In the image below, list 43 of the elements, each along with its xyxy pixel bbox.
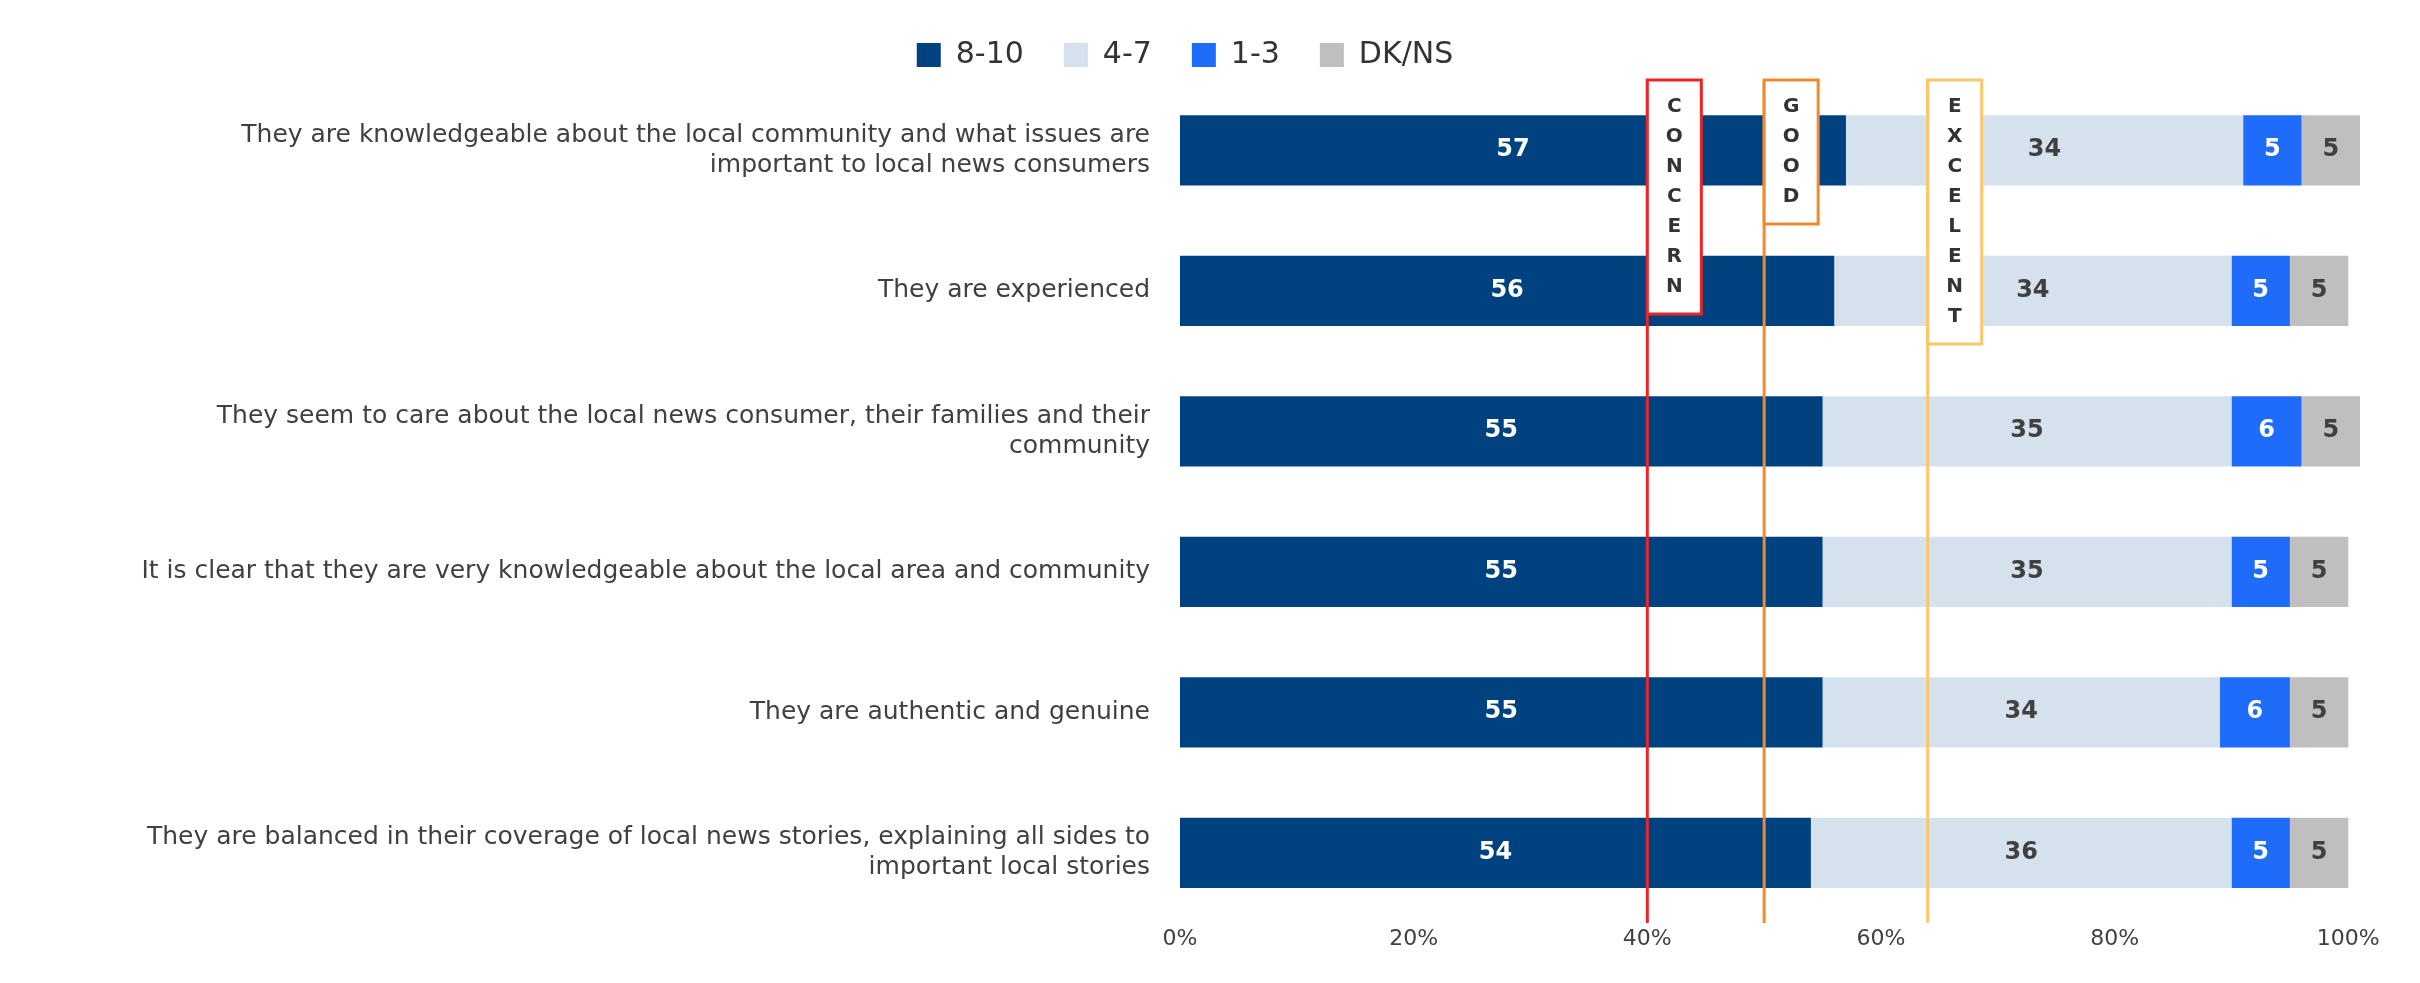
data-label: 35 bbox=[2010, 415, 2044, 444]
data-label: 5 bbox=[2322, 415, 2340, 444]
data-label: 55 bbox=[1484, 696, 1518, 725]
x-tick-label: 100% bbox=[2316, 924, 2380, 950]
data-label: 34 bbox=[2004, 696, 2038, 725]
data-label: 55 bbox=[1484, 415, 1518, 444]
ref-line-label: CONCERN bbox=[1665, 93, 1683, 298]
legend-label: 1-3 bbox=[1230, 34, 1280, 70]
data-label: 5 bbox=[2322, 134, 2340, 163]
y-tick-label: They are authentic and genuine bbox=[748, 695, 1150, 725]
data-label: 35 bbox=[2010, 555, 2044, 584]
ref-line-label: GOOD bbox=[1782, 93, 1800, 208]
x-tick-label: 60% bbox=[1856, 924, 1906, 950]
x-tick-label: 0% bbox=[1162, 924, 1198, 950]
data-label: 6 bbox=[2258, 415, 2275, 444]
y-tick-label: They are balanced in their coverage of local news stories, explaining all sides to important local stories bbox=[145, 821, 1150, 881]
x-tick-label: 80% bbox=[2090, 924, 2140, 950]
data-label: 36 bbox=[2004, 836, 2038, 865]
data-label: 55 bbox=[1484, 555, 1518, 584]
data-label: 34 bbox=[2027, 134, 2062, 163]
legend-label: DK/NS bbox=[1358, 34, 1454, 70]
data-label: 5 bbox=[2310, 696, 2328, 725]
legend-label: 8-10 bbox=[955, 34, 1024, 70]
data-label: 5 bbox=[2252, 274, 2270, 303]
data-label: 5 bbox=[2264, 134, 2281, 163]
data-label: 54 bbox=[1478, 836, 1513, 865]
data-label: 5 bbox=[2310, 836, 2328, 865]
data-label: 5 bbox=[2310, 555, 2328, 584]
data-label: 5 bbox=[2252, 836, 2270, 865]
data-label: 57 bbox=[1496, 134, 1530, 163]
y-tick-label: They seem to care about the local news consumer, their families and their community bbox=[215, 399, 1151, 459]
data-label: 56 bbox=[1490, 274, 1524, 303]
y-tick-label: They are knowledgeable about the local community and what issues are important to local news consumers bbox=[240, 118, 1150, 178]
y-tick-label: They are experienced bbox=[876, 274, 1150, 304]
ref-line-label: EXCELENT bbox=[1946, 93, 1964, 328]
data-label: 6 bbox=[2246, 696, 2264, 725]
x-tick-label: 20% bbox=[1389, 924, 1439, 950]
data-label: 5 bbox=[2252, 555, 2270, 584]
data-label: 5 bbox=[2310, 274, 2328, 303]
data-label: 34 bbox=[2016, 274, 2050, 303]
legend-label: 4-7 bbox=[1102, 34, 1152, 70]
y-tick-label: It is clear that they are very knowledgeable about the local area and community bbox=[141, 555, 1151, 585]
x-tick-label: 40% bbox=[1622, 924, 1672, 950]
